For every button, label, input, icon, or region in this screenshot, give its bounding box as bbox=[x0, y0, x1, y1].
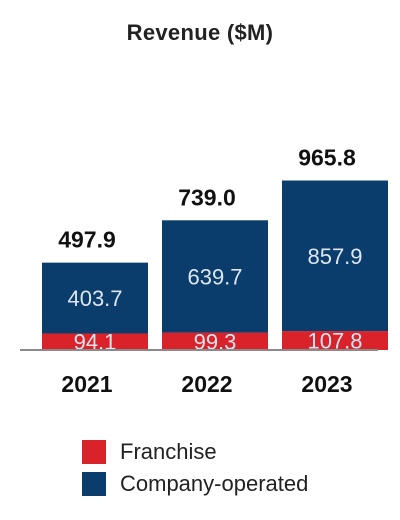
legend-label-franchise: Franchise bbox=[120, 439, 217, 464]
total-label-2021: 497.9 bbox=[58, 227, 116, 253]
value-label-company-operated-2022: 639.7 bbox=[187, 264, 242, 289]
bar-franchise-2023 bbox=[282, 331, 388, 350]
legend-item-franchise: Franchise bbox=[82, 437, 308, 467]
value-label-company-operated-2021: 403.7 bbox=[67, 286, 122, 311]
x-tick-label-2022: 2022 bbox=[181, 371, 232, 397]
bar-company-operated-2021 bbox=[42, 262, 148, 334]
legend-label-company-operated: Company-operated bbox=[120, 471, 309, 496]
value-label-company-operated-2023: 857.9 bbox=[307, 244, 362, 269]
total-label-2022: 739.0 bbox=[178, 184, 236, 210]
chart-title: Revenue ($M) bbox=[126, 20, 274, 45]
legend: Franchise Company-operated bbox=[82, 437, 308, 501]
x-tick-label-2021: 2021 bbox=[61, 371, 112, 397]
bar-franchise-2022 bbox=[162, 332, 268, 350]
legend-item-company-operated: Company-operated bbox=[82, 469, 308, 499]
x-tick-label-2023: 2023 bbox=[301, 371, 352, 397]
legend-swatch-franchise bbox=[82, 440, 106, 464]
total-label-2023: 965.8 bbox=[298, 145, 356, 171]
bar-franchise-2021 bbox=[42, 333, 148, 350]
bar-company-operated-2022 bbox=[162, 220, 268, 333]
bar-company-operated-2023 bbox=[282, 180, 388, 332]
revenue-chart: 94.1403.7497.9202199.3639.7739.02022107.… bbox=[20, 145, 388, 397]
legend-swatch-company-operated bbox=[82, 472, 106, 496]
